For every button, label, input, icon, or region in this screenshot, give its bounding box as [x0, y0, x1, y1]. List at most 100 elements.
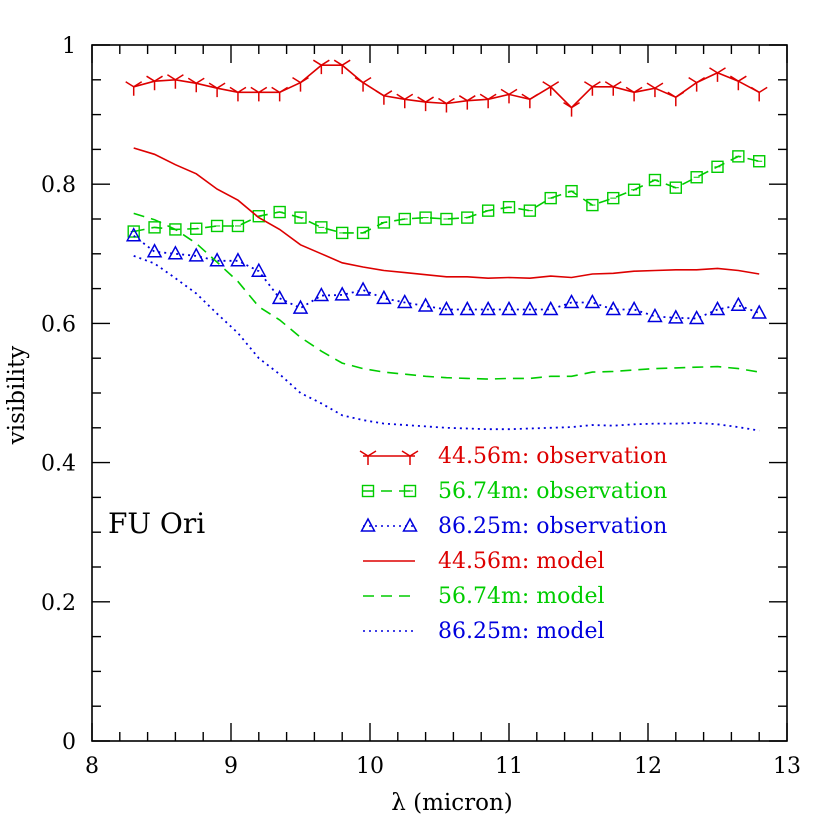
data-point-square	[440, 212, 453, 226]
legend-entry: 56.74m: model	[363, 584, 605, 609]
data-point-triangle	[688, 309, 705, 325]
series-1	[125, 59, 768, 117]
data-point-triangle	[125, 227, 142, 242]
data-point-tick	[333, 59, 351, 75]
series-5	[133, 212, 760, 380]
data-point-tick	[401, 450, 419, 465]
data-point-square	[403, 484, 417, 498]
data-point-square	[627, 183, 641, 196]
data-point-triangle	[167, 245, 184, 260]
data-point-tick	[167, 74, 184, 89]
data-point-tick	[542, 81, 560, 96]
x-tick-label: 8	[85, 754, 99, 779]
data-point-tick	[625, 86, 643, 102]
data-point-tick	[521, 93, 539, 109]
data-point-triangle	[230, 252, 246, 267]
y-axis-label: visibility	[4, 346, 30, 446]
data-point-tick	[250, 86, 268, 102]
data-point-square	[523, 204, 537, 217]
data-point-square	[544, 191, 557, 205]
data-point-square	[148, 221, 161, 234]
data-point-square	[127, 225, 140, 238]
legend-label: 86.25m: model	[438, 619, 605, 644]
data-point-square	[252, 210, 266, 223]
x-tick-label: 10	[356, 754, 384, 779]
series-line	[133, 64, 760, 109]
data-point-square	[648, 173, 662, 187]
data-point-triangle	[647, 307, 663, 323]
data-point-triangle	[563, 293, 580, 309]
data-point-triangle	[668, 309, 684, 324]
y-tick-label: 1	[62, 34, 76, 59]
data-point-tick	[125, 81, 143, 96]
data-point-triangle	[292, 299, 309, 314]
data-point-tick	[146, 75, 163, 91]
data-point-square	[481, 204, 495, 217]
series-2	[127, 150, 766, 240]
data-point-tick	[396, 93, 414, 109]
series-layer	[125, 59, 768, 432]
data-point-tick	[479, 93, 497, 109]
data-point-square	[294, 211, 307, 224]
legend-label: 56.74m: model	[438, 584, 605, 609]
legend-label: 44.56m: observation	[438, 444, 667, 469]
data-point-triangle	[751, 304, 767, 319]
data-point-tick	[271, 86, 289, 102]
data-point-triangle	[709, 300, 726, 316]
data-point-tick	[584, 81, 601, 96]
data-point-triangle	[438, 300, 455, 316]
series-4	[133, 147, 760, 280]
data-point-square	[732, 150, 745, 163]
data-point-tick	[646, 82, 664, 98]
y-tick-label: 0.4	[41, 452, 76, 477]
data-point-tick	[500, 88, 518, 104]
data-point-triangle	[146, 243, 163, 258]
legend-entry: 56.74m: observation	[361, 479, 667, 504]
data-point-triangle	[360, 517, 376, 532]
data-point-square	[210, 219, 224, 233]
legend-entry: 44.56m: observation	[359, 444, 667, 469]
data-point-square	[502, 200, 516, 214]
legend-label: 86.25m: observation	[438, 514, 667, 539]
data-point-tick	[688, 76, 706, 92]
data-point-tick	[729, 75, 747, 91]
data-point-square	[607, 191, 620, 205]
data-point-tick	[604, 81, 622, 96]
data-point-square	[419, 211, 432, 224]
data-point-tick	[312, 59, 330, 75]
legend-entry: 86.25m: observation	[360, 514, 667, 539]
data-point-square	[669, 181, 682, 194]
data-point-triangle	[584, 293, 601, 309]
y-tick-label: 0	[62, 730, 76, 755]
data-point-tick	[750, 86, 768, 102]
data-point-triangle	[271, 289, 288, 305]
data-point-tick	[438, 97, 455, 113]
series-line	[133, 212, 760, 380]
data-point-tick	[417, 96, 434, 112]
x-tick-label: 13	[773, 754, 801, 779]
data-point-tick	[292, 76, 309, 92]
series-3	[125, 227, 767, 325]
data-point-triangle	[542, 300, 559, 316]
data-point-square	[690, 171, 703, 184]
x-tick-label: 11	[495, 754, 523, 779]
x-tick-label: 9	[224, 754, 238, 779]
data-point-triangle	[188, 247, 205, 262]
data-point-tick	[709, 67, 726, 82]
object-annotation: FU Ori	[108, 507, 205, 540]
data-point-square	[190, 222, 203, 235]
data-point-triangle	[396, 293, 413, 309]
data-point-square	[565, 184, 578, 198]
data-point-triangle	[480, 300, 496, 316]
data-point-square	[169, 223, 182, 236]
data-point-tick	[359, 450, 377, 465]
data-point-square	[586, 198, 599, 212]
data-point-triangle	[417, 297, 434, 312]
data-point-tick	[458, 95, 476, 110]
series-line	[133, 255, 760, 432]
x-axis-label: λ (micron)	[391, 790, 513, 816]
data-point-tick	[229, 86, 247, 102]
x-tick-label: 12	[634, 754, 662, 779]
legend-label: 44.56m: model	[438, 549, 605, 574]
